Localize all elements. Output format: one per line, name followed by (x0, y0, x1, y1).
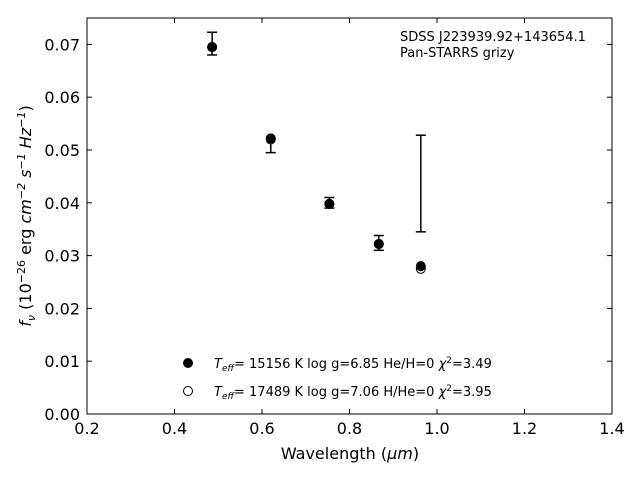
model-point-filled (324, 198, 335, 209)
y-tick-label: 0.00 (44, 405, 80, 424)
x-tick-label: 1.0 (424, 419, 449, 438)
x-tick-label: 0.6 (249, 419, 274, 438)
y-tick-label: 0.04 (44, 194, 80, 213)
error-bars (207, 31, 426, 252)
legend: Teff= 15156 K log g=6.85 He/H=0 χ2=3.49 … (183, 356, 492, 402)
model-point-filled (415, 261, 426, 272)
x-axis-label: Wavelength (μm) (281, 444, 419, 463)
legend-marker-filled (183, 358, 193, 368)
x-tick-label: 1.2 (512, 419, 537, 438)
y-tick-label: 0.07 (44, 35, 80, 54)
x-tick-label: 1.4 (599, 419, 624, 438)
x-tick-label: 0.4 (162, 419, 187, 438)
model-point-filled (207, 42, 218, 53)
data-points (207, 42, 426, 274)
legend-label-0: Teff= 15156 K log g=6.85 He/H=0 χ2=3.49 (214, 356, 492, 374)
y-tick-label: 0.05 (44, 141, 80, 160)
y-tick-label: 0.06 (44, 88, 80, 107)
x-axis-ticks: 0.2 0.4 0.6 0.8 1.0 1.2 1.4 (74, 18, 625, 438)
x-tick-label: 0.8 (337, 419, 362, 438)
model-point-filled (265, 133, 276, 144)
model-point-filled (373, 238, 384, 249)
x-tick-label: 0.2 (74, 419, 99, 438)
legend-marker-open (183, 386, 193, 396)
annotation-line2: Pan-STARRS grizy (400, 46, 515, 61)
plot-frame (86, 17, 613, 415)
legend-label-1: Teff= 17489 K log g=7.06 H/He=0 χ2=3.95 (214, 384, 492, 402)
annotation-line1: SDSS J223939.92+143654.1 (400, 30, 586, 45)
y-tick-label: 0.02 (44, 299, 80, 318)
y-tick-label: 0.01 (44, 352, 80, 371)
y-axis-label: fν (10−26 erg cm−2 s−1 Hz−1) (15, 105, 38, 326)
y-tick-label: 0.03 (44, 247, 80, 266)
y-axis-ticks: 0.00 0.01 0.02 0.03 0.04 0.05 0.06 0.07 (44, 35, 612, 424)
